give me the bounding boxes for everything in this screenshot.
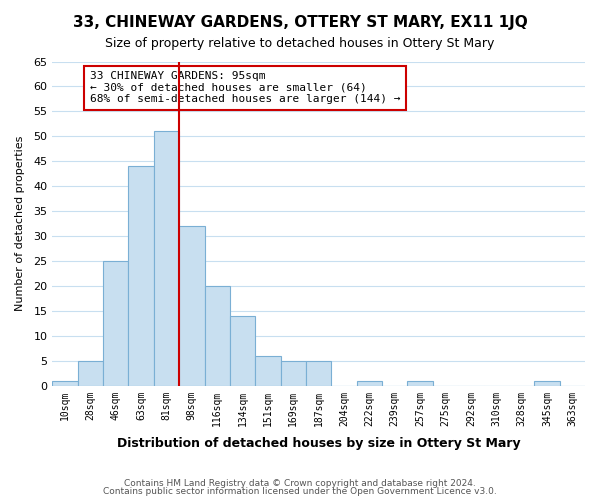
Bar [357,381,382,386]
X-axis label: Distribution of detached houses by size in Ottery St Mary: Distribution of detached houses by size … [117,437,520,450]
Text: Contains public sector information licensed under the Open Government Licence v3: Contains public sector information licen… [103,487,497,496]
Y-axis label: Number of detached properties: Number of detached properties [15,136,25,312]
Bar [205,286,230,386]
Text: Contains HM Land Registry data © Crown copyright and database right 2024.: Contains HM Land Registry data © Crown c… [124,478,476,488]
Bar [77,361,103,386]
Bar [154,132,179,386]
Bar [230,316,255,386]
Bar [255,356,281,386]
Bar [281,361,306,386]
Bar [103,261,128,386]
Bar [306,361,331,386]
Bar [407,381,433,386]
Bar [52,381,77,386]
Bar [128,166,154,386]
Bar [179,226,205,386]
Text: Size of property relative to detached houses in Ottery St Mary: Size of property relative to detached ho… [106,38,494,51]
Text: 33 CHINEWAY GARDENS: 95sqm
← 30% of detached houses are smaller (64)
68% of semi: 33 CHINEWAY GARDENS: 95sqm ← 30% of deta… [89,71,400,104]
Text: 33, CHINEWAY GARDENS, OTTERY ST MARY, EX11 1JQ: 33, CHINEWAY GARDENS, OTTERY ST MARY, EX… [73,15,527,30]
Bar [534,381,560,386]
